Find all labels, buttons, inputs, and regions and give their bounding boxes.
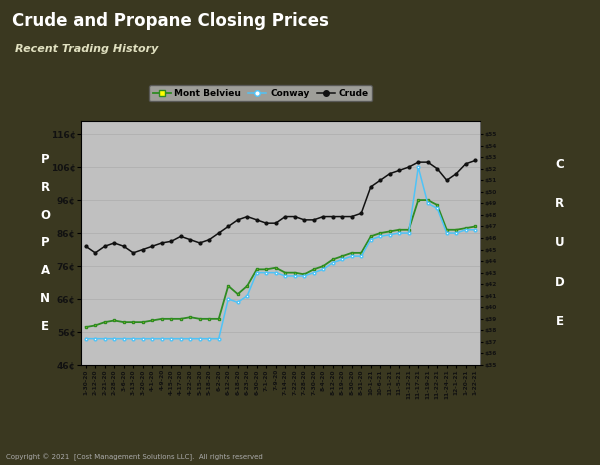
Text: U: U bbox=[555, 237, 565, 249]
Text: Recent Trading History: Recent Trading History bbox=[15, 44, 158, 54]
Text: R: R bbox=[41, 181, 50, 193]
Text: R: R bbox=[555, 198, 565, 210]
Text: Crude and Propane Closing Prices: Crude and Propane Closing Prices bbox=[12, 12, 329, 30]
Text: P: P bbox=[41, 153, 49, 166]
Text: O: O bbox=[40, 209, 50, 221]
Text: P: P bbox=[41, 237, 49, 249]
Text: E: E bbox=[41, 320, 49, 333]
Legend: Mont Belvieu, Conway, Crude: Mont Belvieu, Conway, Crude bbox=[149, 85, 372, 101]
Text: C: C bbox=[556, 159, 564, 171]
Text: N: N bbox=[40, 292, 50, 305]
Text: Copyright © 2021  [Cost Management Solutions LLC].  All rights reserved: Copyright © 2021 [Cost Management Soluti… bbox=[6, 454, 263, 461]
Text: D: D bbox=[555, 276, 565, 288]
Text: E: E bbox=[556, 315, 564, 327]
Text: A: A bbox=[41, 265, 50, 277]
